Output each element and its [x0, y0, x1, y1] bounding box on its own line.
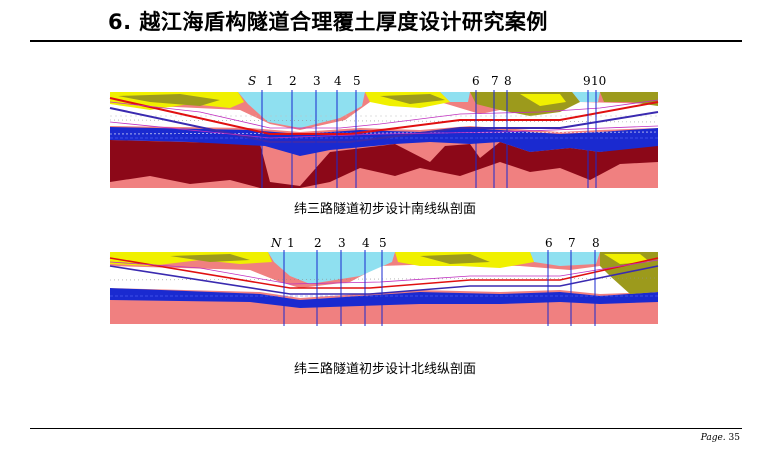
- south-boreholes: [261, 90, 597, 188]
- north-marker-4: 4: [362, 236, 370, 250]
- north-profile-section: N 1 2 3 4 5 6 7 8: [0, 236, 770, 330]
- south-tunnel-lines: [109, 97, 659, 143]
- south-profile-section: S 1 2 3 4 5 6 7 8 9 10: [0, 72, 770, 192]
- page-number: Page. 35: [701, 433, 740, 443]
- north-geology-layers: [109, 252, 659, 324]
- south-marker-3: 3: [313, 74, 321, 88]
- south-marker-1: 1: [266, 74, 274, 88]
- north-profile-caption: 纬三路隧道初步设计北线纵剖面: [293, 362, 476, 377]
- page-number-value: 35: [728, 433, 740, 443]
- north-marker-n: N: [270, 236, 282, 250]
- north-profile-figure: N 1 2 3 4 5 6 7 8: [109, 236, 659, 326]
- south-marker-10: 10: [591, 74, 606, 88]
- north-boreholes: [283, 250, 596, 326]
- north-marker-2: 2: [314, 236, 322, 250]
- page-prefix: Page.: [700, 433, 726, 443]
- north-tunnel-lines: [109, 257, 659, 295]
- south-marker-6: 6: [472, 74, 480, 88]
- south-marker-4: 4: [334, 74, 342, 88]
- north-marker-6: 6: [545, 236, 553, 250]
- north-marker-8: 8: [592, 236, 600, 250]
- south-marker-5: 5: [353, 74, 361, 88]
- slide-title: 6. 越江海盾构隧道合理覆土厚度设计研究案例: [108, 10, 548, 34]
- south-profile-figure: S 1 2 3 4 5 6 7 8 9 10: [109, 74, 659, 188]
- north-marker-5: 5: [379, 236, 387, 250]
- north-marker-7: 7: [568, 236, 576, 250]
- south-profile-caption: 纬三路隧道初步设计南线纵剖面: [293, 202, 476, 217]
- south-marker-7: 7: [491, 74, 499, 88]
- footer-divider: [30, 428, 742, 429]
- south-marker-8: 8: [504, 74, 512, 88]
- north-marker-1: 1: [287, 236, 295, 250]
- north-marker-3: 3: [338, 236, 346, 250]
- south-marker-s: S: [248, 74, 256, 88]
- title-divider: [30, 40, 742, 42]
- south-marker-2: 2: [289, 74, 297, 88]
- south-geology-layers: [109, 92, 659, 188]
- south-marker-9: 9: [583, 74, 591, 88]
